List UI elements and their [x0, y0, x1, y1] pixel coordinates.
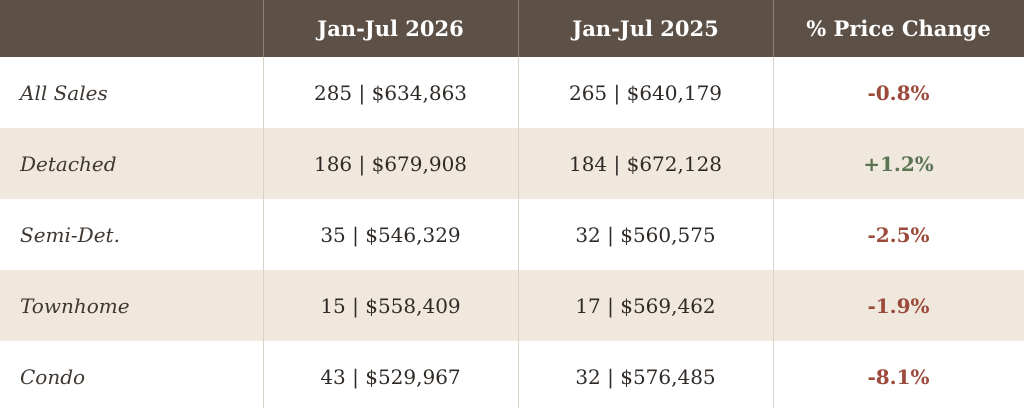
table-row: Semi-Det. 35 | $546,329 32 | $560,575 -2…	[0, 199, 1024, 270]
column-divider	[263, 0, 264, 408]
value-2025: 17 | $569,462	[575, 293, 716, 318]
header-price-change: % Price Change	[806, 16, 991, 41]
value-2025: 265 | $640,179	[568, 80, 723, 105]
header-row: Jan-Jul 2026 Jan-Jul 2025 % Price Change	[0, 0, 1024, 57]
row-label: Condo	[20, 364, 86, 389]
price-change-value: -8.1%	[867, 364, 930, 389]
header-jan-jul-2026: Jan-Jul 2026	[317, 16, 464, 41]
value-2026: 186 | $679,908	[313, 151, 468, 176]
column-divider	[773, 0, 774, 408]
table-row: Townhome 15 | $558,409 17 | $569,462 -1.…	[0, 270, 1024, 341]
table-row: Condo 43 | $529,967 32 | $576,485 -8.1%	[0, 341, 1024, 408]
price-change-value: +1.2%	[863, 151, 934, 176]
table-row: Detached 186 | $679,908 184 | $672,128 +…	[0, 128, 1024, 199]
value-2025: 32 | $576,485	[575, 364, 716, 389]
price-change-value: -0.8%	[867, 80, 930, 105]
price-change-value: -2.5%	[867, 222, 930, 247]
price-change-value: -1.9%	[867, 293, 930, 318]
value-2026: 43 | $529,967	[320, 364, 461, 389]
row-label: Detached	[20, 151, 117, 176]
value-2026: 15 | $558,409	[320, 293, 461, 318]
row-label: All Sales	[20, 80, 108, 105]
header-divider	[773, 0, 774, 57]
table-row: All Sales 285 | $634,863 265 | $640,179 …	[0, 57, 1024, 128]
row-label: Semi-Det.	[20, 222, 120, 247]
header-divider	[263, 0, 264, 57]
value-2025: 32 | $560,575	[575, 222, 716, 247]
header-divider	[518, 0, 519, 57]
value-2026: 35 | $546,329	[320, 222, 461, 247]
row-label: Townhome	[20, 293, 130, 318]
value-2026: 285 | $634,863	[313, 80, 468, 105]
header-label-column	[0, 0, 263, 57]
header-jan-jul-2025: Jan-Jul 2025	[572, 16, 719, 41]
column-divider	[518, 0, 519, 408]
value-2025: 184 | $672,128	[568, 151, 723, 176]
